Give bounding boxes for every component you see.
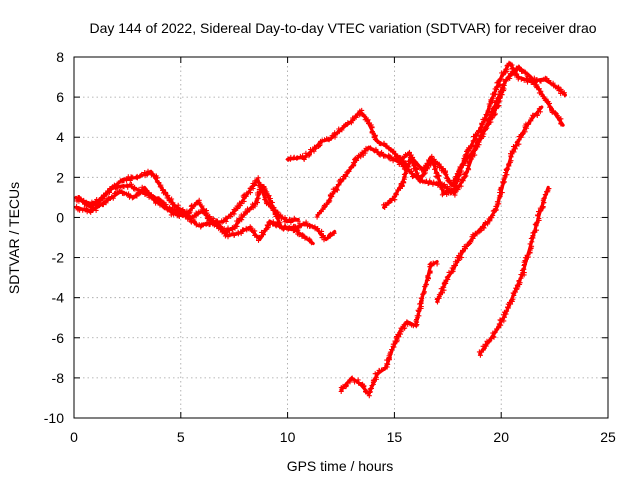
series-trace xyxy=(339,260,439,396)
x-tick-label: 5 xyxy=(177,429,185,445)
x-tick-label: 10 xyxy=(280,429,296,445)
y-tick-label: -2 xyxy=(52,250,65,266)
series-track-10 xyxy=(476,185,552,358)
y-tick-label: 0 xyxy=(56,209,64,225)
x-axis-label: GPS time / hours xyxy=(287,458,394,474)
x-tick-label: 20 xyxy=(493,429,509,445)
series-markers xyxy=(338,260,440,399)
x-tick-label: 25 xyxy=(600,429,616,445)
series-markers xyxy=(434,106,543,305)
series-track-4 xyxy=(285,107,409,167)
data-layer xyxy=(74,60,567,399)
series-markers xyxy=(397,86,507,188)
grid-lines xyxy=(74,57,608,418)
y-tick-label: -8 xyxy=(52,370,65,386)
y-tick-label: 6 xyxy=(56,89,64,105)
series-markers xyxy=(74,175,301,230)
y-tick-label: 4 xyxy=(56,129,64,145)
series-markers xyxy=(285,107,409,167)
y-tick-label: -4 xyxy=(52,290,65,306)
series-markers xyxy=(476,186,552,358)
x-tick-label: 0 xyxy=(70,429,78,445)
plot-frame xyxy=(73,56,609,419)
series-track-2 xyxy=(74,168,315,246)
y-tick-label: 2 xyxy=(56,169,64,185)
series-trace xyxy=(478,185,550,356)
y-axis-label: SDTVAR / TECUs xyxy=(6,182,22,294)
ticks: 0 5 10 15 20 25 -10 -8 -6 -4 -2 0 2 4 6 8 xyxy=(44,49,616,445)
series-markers xyxy=(381,60,567,210)
y-tick-label: -6 xyxy=(52,330,65,346)
x-tick-label: 15 xyxy=(387,429,403,445)
series-markers xyxy=(314,64,564,220)
series-track-7 xyxy=(397,86,507,188)
series-track-5 xyxy=(314,64,565,220)
series-track-3 xyxy=(74,175,301,230)
series-track-9 xyxy=(434,105,544,305)
series-track-6 xyxy=(381,60,567,210)
y-tick-label: -10 xyxy=(44,410,64,426)
y-tick-label: 8 xyxy=(56,49,64,65)
series-trace xyxy=(315,65,565,217)
chart-title: Day 144 of 2022, Sidereal Day-to-day VTE… xyxy=(89,20,596,36)
series-track-8 xyxy=(338,260,440,399)
